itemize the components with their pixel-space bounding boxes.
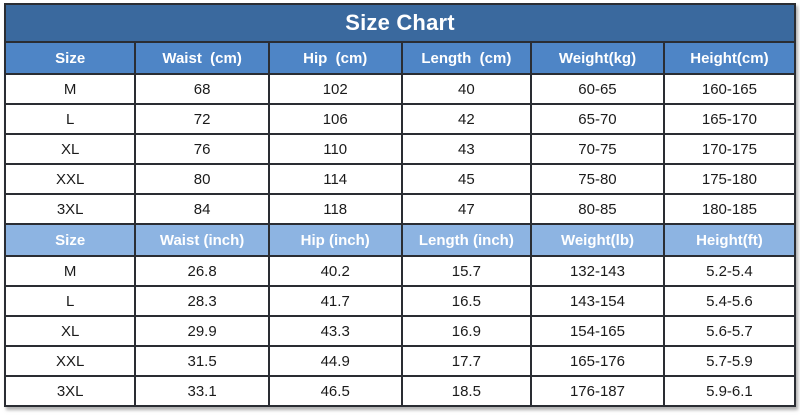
cell: 17.7 (400, 345, 533, 377)
title-row: Size Chart (4, 3, 796, 43)
size-cell: L (3, 285, 137, 317)
imperial-row-xxl: XXL 31.5 44.9 17.7 165-176 5.7-5.9 (3, 345, 797, 377)
header-cell-size-inch: Size (3, 223, 137, 257)
cell: 165-176 (530, 345, 665, 377)
size-cell: XXL (3, 345, 137, 377)
imperial-row-xl: XL 29.9 43.3 16.9 154-165 5.6-5.7 (3, 315, 797, 347)
imperial-row-m: M 26.8 40.2 15.7 132-143 5.2-5.4 (3, 255, 797, 287)
imperial-row-l: L 28.3 41.7 16.5 143-154 5.4-5.6 (3, 285, 797, 317)
metric-row-xxl: XXL 80 114 45 75-80 175-180 (3, 163, 797, 195)
cell: 43.3 (267, 315, 403, 347)
metric-row-l: L 72 106 42 65-70 165-170 (3, 103, 797, 135)
cell: 5.2-5.4 (662, 255, 797, 287)
cell: 45 (400, 163, 533, 195)
size-cell: XXL (3, 163, 137, 195)
size-cell: L (3, 103, 137, 135)
cell: 175-180 (662, 163, 797, 195)
metric-row-m: M 68 102 40 60-65 160-165 (3, 73, 797, 105)
size-cell: XL (3, 315, 137, 347)
header-cell-height-cm: Height(cm) (662, 41, 797, 75)
cell: 106 (267, 103, 403, 135)
cell: 170-175 (662, 133, 797, 165)
cell: 180-185 (662, 193, 797, 225)
imperial-row-3xl: 3XL 33.1 46.5 18.5 176-187 5.9-6.1 (3, 375, 797, 407)
cell: 5.9-6.1 (662, 375, 797, 407)
header-cell-size-cm: Size (3, 41, 137, 75)
cell: 132-143 (530, 255, 665, 287)
cell: 118 (267, 193, 403, 225)
cell: 16.5 (400, 285, 533, 317)
header-cell-waist-cm: Waist (cm) (134, 41, 270, 75)
header-cell-hip-cm: Hip (cm) (267, 41, 403, 75)
cell: 68 (134, 73, 270, 105)
size-cell: XL (3, 133, 137, 165)
size-cell: 3XL (3, 193, 137, 225)
cell: 18.5 (400, 375, 533, 407)
cell: 29.9 (134, 315, 270, 347)
cell: 40.2 (267, 255, 403, 287)
cell: 31.5 (134, 345, 270, 377)
cell: 26.8 (134, 255, 270, 287)
cell: 110 (267, 133, 403, 165)
cell: 176-187 (530, 375, 665, 407)
cell: 102 (267, 73, 403, 105)
cell: 154-165 (530, 315, 665, 347)
cell: 72 (134, 103, 270, 135)
cell: 60-65 (530, 73, 665, 105)
size-cell: M (3, 255, 137, 287)
cell: 65-70 (530, 103, 665, 135)
header-cell-waist-inch: Waist (inch) (134, 223, 270, 257)
size-cell: 3XL (3, 375, 137, 407)
size-cell: M (3, 73, 137, 105)
header-cell-length-cm: Length (cm) (400, 41, 533, 75)
header-cell-weight-lb: Weight(lb) (530, 223, 665, 257)
cell: 5.6-5.7 (662, 315, 797, 347)
metric-header-row: Size Waist (cm) Hip (cm) Length (cm) Wei… (3, 41, 797, 75)
cell: 80-85 (530, 193, 665, 225)
cell: 80 (134, 163, 270, 195)
cell: 76 (134, 133, 270, 165)
cell: 5.4-5.6 (662, 285, 797, 317)
size-chart-table: Size Chart Size Waist (cm) Hip (cm) Leng… (3, 3, 797, 407)
imperial-header-row: Size Waist (inch) Hip (inch) Length (inc… (3, 223, 797, 257)
header-cell-weight-kg: Weight(kg) (530, 41, 665, 75)
cell: 114 (267, 163, 403, 195)
cell: 75-80 (530, 163, 665, 195)
cell: 70-75 (530, 133, 665, 165)
cell: 143-154 (530, 285, 665, 317)
size-chart-container: Size Chart Size Waist (cm) Hip (cm) Leng… (3, 3, 797, 407)
cell: 165-170 (662, 103, 797, 135)
chart-title: Size Chart (4, 3, 796, 43)
header-cell-height-ft: Height(ft) (662, 223, 797, 257)
cell: 46.5 (267, 375, 403, 407)
header-cell-hip-inch: Hip (inch) (267, 223, 403, 257)
cell: 42 (400, 103, 533, 135)
metric-row-3xl: 3XL 84 118 47 80-85 180-185 (3, 193, 797, 225)
cell: 84 (134, 193, 270, 225)
cell: 16.9 (400, 315, 533, 347)
metric-row-xl: XL 76 110 43 70-75 170-175 (3, 133, 797, 165)
cell: 5.7-5.9 (662, 345, 797, 377)
cell: 44.9 (267, 345, 403, 377)
cell: 40 (400, 73, 533, 105)
header-cell-length-inch: Length (inch) (400, 223, 533, 257)
cell: 43 (400, 133, 533, 165)
cell: 15.7 (400, 255, 533, 287)
cell: 28.3 (134, 285, 270, 317)
cell: 41.7 (267, 285, 403, 317)
cell: 33.1 (134, 375, 270, 407)
cell: 160-165 (662, 73, 797, 105)
cell: 47 (400, 193, 533, 225)
